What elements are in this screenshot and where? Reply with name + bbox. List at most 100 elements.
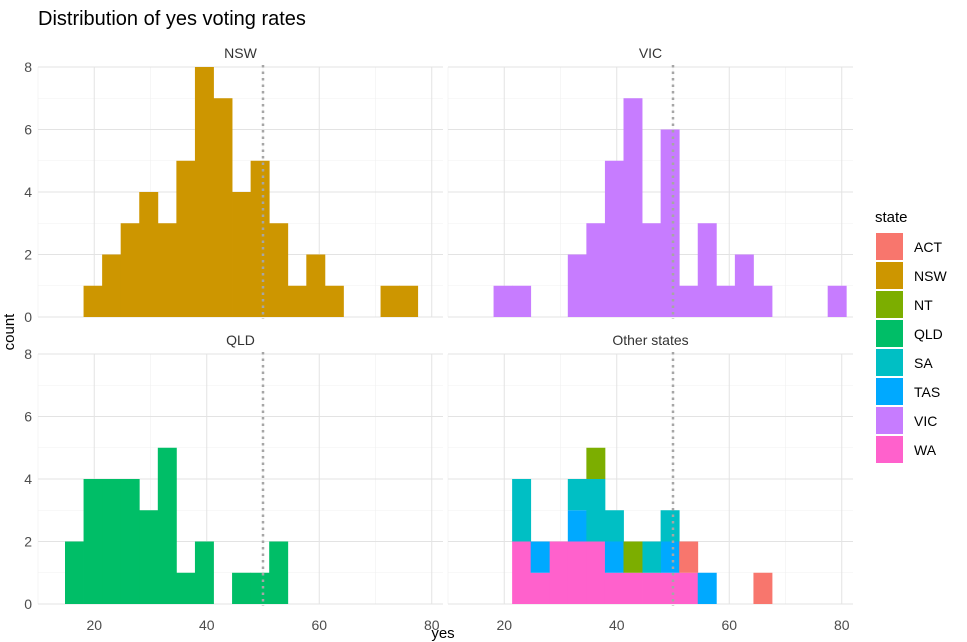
bar-qld bbox=[65, 541, 84, 604]
legend-swatch bbox=[876, 262, 903, 289]
bar-wa bbox=[586, 541, 606, 604]
x-tick-label: 60 bbox=[721, 617, 737, 633]
legend-label: QLD bbox=[914, 326, 943, 342]
bar-qld bbox=[157, 447, 177, 604]
bar-wa bbox=[679, 572, 699, 604]
y-tick-label: 8 bbox=[24, 346, 32, 362]
bar-vic bbox=[493, 285, 513, 317]
bar-nsw bbox=[399, 285, 419, 317]
bar-nsw bbox=[232, 192, 252, 317]
bar-tas bbox=[567, 510, 587, 542]
x-tick-label: 60 bbox=[311, 617, 327, 633]
bar-vic bbox=[660, 129, 680, 317]
bar-vic bbox=[512, 285, 532, 317]
facet-label: Other states bbox=[612, 332, 688, 348]
chart-title: Distribution of yes voting rates bbox=[38, 8, 306, 30]
legend-label: ACT bbox=[914, 239, 942, 255]
bar-qld bbox=[269, 541, 289, 604]
bar-nt bbox=[623, 541, 643, 573]
bar-vic bbox=[716, 285, 736, 317]
bar-tas bbox=[604, 541, 624, 573]
bar-qld bbox=[250, 572, 270, 604]
legend-label: TAS bbox=[914, 384, 940, 400]
bar-nsw bbox=[194, 67, 214, 317]
legend-swatch bbox=[876, 320, 903, 347]
bar-vic bbox=[623, 98, 643, 317]
panel-nsw: NSW 0 2 4 6 8 bbox=[24, 45, 443, 325]
bar-nsw bbox=[324, 285, 344, 317]
bar-nsw bbox=[139, 192, 159, 317]
bar-sa bbox=[512, 479, 532, 542]
bar-nsw bbox=[250, 160, 270, 317]
bar-vic bbox=[604, 160, 624, 317]
legend-item-tas: TAS bbox=[876, 378, 940, 405]
bar-nsw bbox=[287, 285, 307, 317]
legend-label: NT bbox=[914, 297, 933, 313]
bar-nsw bbox=[213, 98, 233, 317]
x-tick-label: 20 bbox=[496, 617, 512, 633]
bar-sa bbox=[604, 510, 624, 542]
bar-nt bbox=[586, 447, 606, 479]
x-axis-label: yes bbox=[431, 625, 454, 642]
legend-item-nsw: NSW bbox=[876, 262, 947, 289]
legend-title: state bbox=[875, 209, 908, 226]
facet-label: NSW bbox=[224, 45, 257, 61]
facet-label: QLD bbox=[226, 332, 255, 348]
legend: state ACT NSW NT QLD SA TAS VIC WA bbox=[875, 209, 947, 463]
y-tick-label: 2 bbox=[24, 247, 32, 263]
bar-sa bbox=[660, 510, 680, 542]
bar-wa bbox=[549, 541, 569, 604]
panel-other-states: Other states 20 40 60 80 bbox=[447, 332, 853, 633]
bar-wa bbox=[512, 541, 532, 604]
bar-vic bbox=[642, 223, 662, 317]
panel-vic: VIC bbox=[447, 45, 853, 319]
x-tick-label: 80 bbox=[424, 617, 440, 633]
bar-vic bbox=[697, 223, 717, 317]
y-axis-label: count bbox=[1, 313, 18, 351]
bar-qld bbox=[102, 479, 122, 604]
legend-swatch bbox=[876, 233, 903, 260]
bar-vic bbox=[567, 254, 587, 317]
legend-swatch bbox=[876, 436, 903, 463]
y-tick-label: 6 bbox=[24, 409, 32, 425]
legend-swatch bbox=[876, 378, 903, 405]
bar-act bbox=[753, 572, 773, 604]
y-tick-label: 0 bbox=[24, 596, 32, 612]
bar-nsw bbox=[380, 285, 400, 317]
x-tick-label: 40 bbox=[609, 617, 625, 633]
legend-item-qld: QLD bbox=[876, 320, 943, 347]
bar-vic bbox=[679, 285, 699, 317]
legend-label: NSW bbox=[914, 268, 947, 284]
bar-wa bbox=[642, 572, 662, 604]
legend-item-act: ACT bbox=[876, 233, 942, 260]
bar-qld bbox=[194, 541, 214, 604]
bar-tas bbox=[697, 572, 717, 604]
bar-sa bbox=[567, 479, 587, 511]
legend-label: VIC bbox=[914, 413, 937, 429]
bar-nsw bbox=[176, 160, 196, 317]
bar-qld bbox=[139, 510, 159, 604]
y-tick-label: 4 bbox=[24, 471, 32, 487]
bar-tas bbox=[660, 541, 680, 573]
bar-sa bbox=[586, 479, 606, 542]
legend-swatch bbox=[876, 349, 903, 376]
bar-nsw bbox=[102, 254, 122, 317]
bar-wa bbox=[660, 572, 680, 604]
legend-swatch bbox=[876, 291, 903, 318]
legend-item-vic: VIC bbox=[876, 407, 937, 434]
legend-label: SA bbox=[914, 355, 933, 371]
bar-vic bbox=[586, 223, 606, 317]
bar-wa bbox=[567, 541, 587, 604]
x-tick-label: 80 bbox=[834, 617, 850, 633]
legend-item-sa: SA bbox=[876, 349, 933, 376]
y-tick-label: 6 bbox=[24, 122, 32, 138]
bar-tas bbox=[530, 541, 550, 573]
bar-nsw bbox=[83, 285, 103, 317]
bar-wa bbox=[530, 572, 550, 604]
legend-item-nt: NT bbox=[876, 291, 933, 318]
legend-label: WA bbox=[914, 442, 937, 458]
bar-qld bbox=[176, 572, 196, 604]
x-tick-label: 20 bbox=[86, 617, 102, 633]
legend-swatch bbox=[876, 407, 903, 434]
